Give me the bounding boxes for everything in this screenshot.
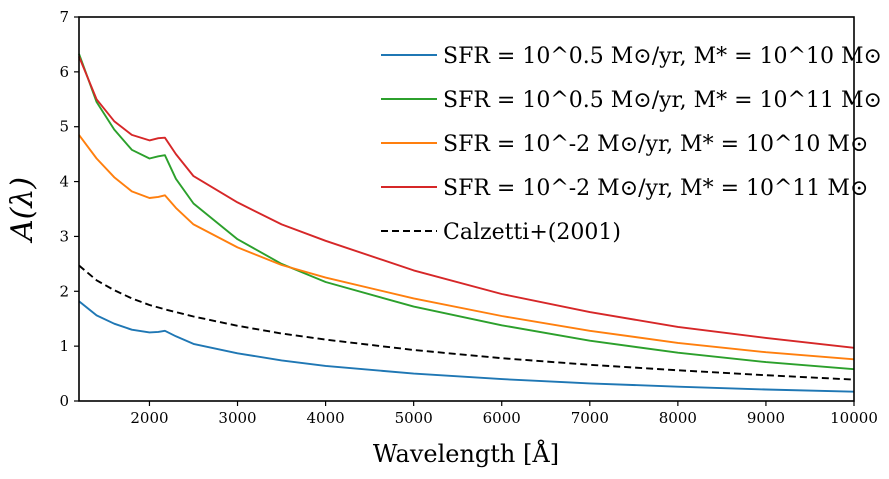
plot-frame <box>78 16 855 402</box>
y-ticks: 0 1 2 3 4 5 6 7 <box>59 8 79 410</box>
y-axis-title: A(λ) <box>5 177 40 244</box>
x-ticks: 2000 3000 4000 5000 6000 7000 8000 9000 10000 <box>130 401 878 427</box>
x-tick-label: 7000 <box>571 409 609 427</box>
series-line-1 <box>78 300 855 393</box>
series-line-4 <box>78 56 855 349</box>
y-tick-label: 6 <box>59 63 69 81</box>
series-line-3 <box>78 134 855 361</box>
y-tick-label: 4 <box>59 173 69 191</box>
x-tick-label: 8000 <box>659 409 697 427</box>
x-tick-label: 3000 <box>218 409 256 427</box>
y-tick-label: 7 <box>59 8 69 26</box>
x-tick-label: 9000 <box>747 409 785 427</box>
x-tick-label: 4000 <box>306 409 344 427</box>
x-tick-label: 10000 <box>830 409 878 427</box>
legend-label: SFR = 10^-2 M⊙/yr, M* = 10^11 M⊙ <box>443 176 868 201</box>
y-tick-label: 3 <box>59 227 69 245</box>
legend-label: SFR = 10^0.5 M⊙/yr, M* = 10^10 M⊙ <box>443 44 882 69</box>
legend-label: Calzetti+(2001) <box>443 220 621 245</box>
series-line-2 <box>78 53 855 371</box>
x-axis-title: Wavelength [Å] <box>373 439 559 468</box>
y-tick-label: 1 <box>59 337 69 355</box>
y-tick-label: 5 <box>59 118 69 136</box>
plot-lines <box>78 53 855 393</box>
x-tick-label: 2000 <box>130 409 168 427</box>
series-line-5 <box>78 264 855 381</box>
legend: SFR = 10^0.5 M⊙/yr, M* = 10^10 M⊙ SFR = 1… <box>381 44 882 245</box>
legend-label: SFR = 10^-2 M⊙/yr, M* = 10^10 M⊙ <box>443 132 868 157</box>
legend-label: SFR = 10^0.5 M⊙/yr, M* = 10^11 M⊙ <box>443 88 882 113</box>
x-tick-label: 6000 <box>483 409 521 427</box>
y-tick-label: 0 <box>59 392 69 410</box>
x-tick-label: 5000 <box>395 409 433 427</box>
y-tick-label: 2 <box>59 282 69 300</box>
